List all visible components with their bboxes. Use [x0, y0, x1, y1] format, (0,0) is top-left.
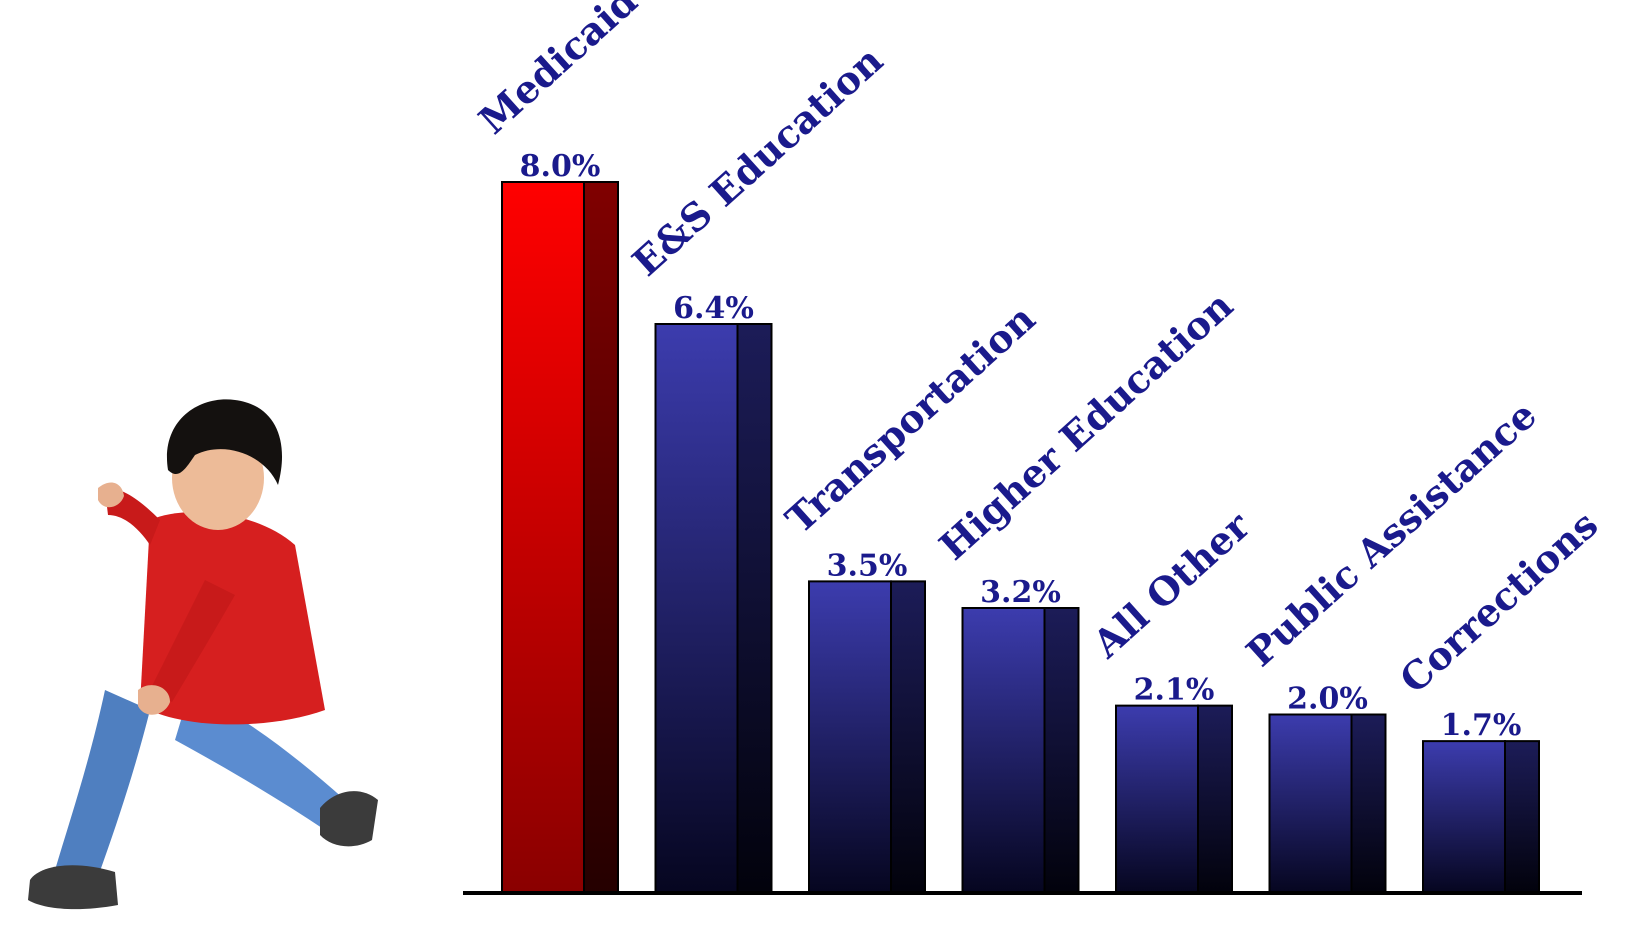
bar-side-higher-education — [1043, 607, 1080, 893]
value-label-all-other: 2.1% — [1134, 673, 1215, 708]
bar-corrections — [1422, 740, 1506, 893]
value-labels-group: 8.0% 6.4% 3.5% 3.2% 2.1% 2.0% 1.7% — [520, 149, 1522, 743]
bar-side-transportation — [890, 580, 926, 893]
bar-higher-education — [961, 607, 1046, 893]
category-label-eands-education: E&S Education — [623, 37, 891, 284]
value-label-transportation: 3.5% — [827, 548, 908, 583]
bar-all-other — [1115, 704, 1199, 893]
bar-side-corrections — [1504, 740, 1540, 893]
bar-side-public-assistance — [1350, 713, 1387, 893]
child-photo — [28, 399, 378, 910]
bar-side-eands-education — [736, 323, 773, 893]
value-label-public-assistance: 2.0% — [1287, 682, 1368, 717]
bar-transportation — [808, 580, 892, 893]
bars-group — [501, 181, 1540, 893]
bar-medicaid — [501, 181, 585, 893]
bar-side-all-other — [1197, 704, 1233, 893]
bar-side-medicaid — [583, 181, 619, 893]
category-label-public-assistance: Public Assistance — [1237, 392, 1544, 675]
value-label-higher-education: 3.2% — [980, 575, 1061, 610]
value-label-corrections: 1.7% — [1441, 708, 1522, 743]
bar-eands-education — [654, 323, 739, 893]
value-label-eands-education: 6.4% — [673, 291, 754, 326]
value-label-medicaid: 8.0% — [520, 149, 601, 184]
bar-public-assistance — [1268, 713, 1353, 893]
category-label-all-other: All Other — [1083, 502, 1259, 667]
category-label-medicaid: Medicaid — [470, 0, 646, 143]
category-label-higher-education: Higher Education — [930, 282, 1241, 568]
